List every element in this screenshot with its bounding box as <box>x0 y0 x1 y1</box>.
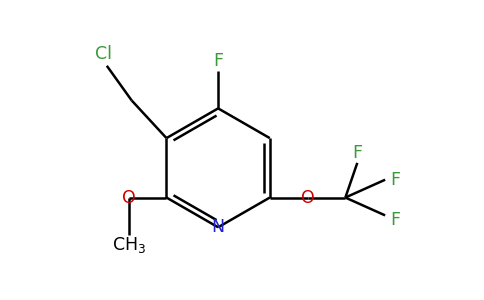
Text: CH$_3$: CH$_3$ <box>112 235 146 255</box>
Text: F: F <box>390 171 400 189</box>
Text: O: O <box>301 189 315 207</box>
Text: F: F <box>390 211 400 229</box>
Text: N: N <box>212 218 225 236</box>
Text: O: O <box>122 189 136 207</box>
Text: F: F <box>352 144 363 162</box>
Text: F: F <box>213 52 223 70</box>
Text: Cl: Cl <box>95 45 112 63</box>
